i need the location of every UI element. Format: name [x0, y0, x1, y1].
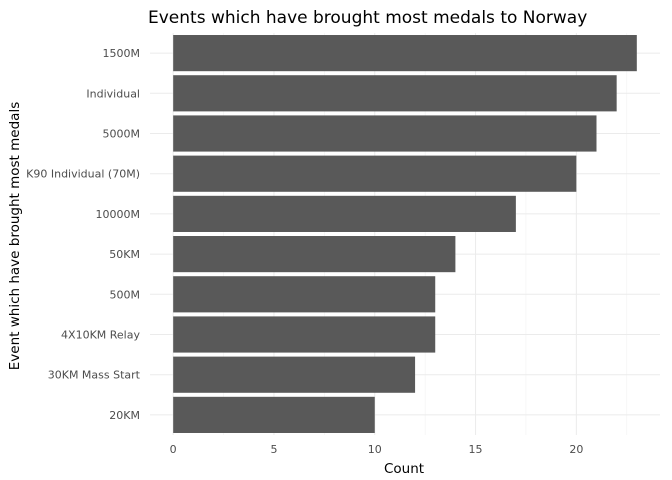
bar-5000m — [173, 115, 597, 152]
bar-1500m — [173, 35, 637, 72]
bar-20km — [173, 396, 375, 433]
y-tick-label: 1500M — [103, 47, 141, 60]
bar-50km — [173, 236, 456, 273]
y-tick-label: 5000M — [103, 128, 141, 141]
x-tick-label: 10 — [368, 443, 382, 456]
y-tick-label: Individual — [86, 87, 140, 100]
y-tick-label: 10000M — [96, 208, 140, 221]
x-tick-label: 15 — [469, 443, 483, 456]
x-tick-label: 20 — [569, 443, 583, 456]
x-axis-title: Count — [384, 461, 424, 477]
tick-labels: 0 5 10 15 20 1500M Individual 5000M K90 Individu… — [26, 47, 583, 456]
x-tick-label: 0 — [170, 443, 177, 456]
y-tick-label: K90 Individual (70M) — [26, 168, 140, 181]
y-tick-label: 500M — [110, 288, 141, 301]
chart-title: Events which have brought most medals to… — [148, 8, 587, 28]
y-tick-label: 30KM Mass Start — [48, 369, 141, 382]
bar-4x10km-relay — [173, 316, 436, 353]
y-tick-label: 4X10KM Relay — [61, 329, 140, 342]
bar-30km-mass-start — [173, 356, 416, 393]
bar-10000m — [173, 195, 516, 232]
bars — [173, 35, 637, 433]
bar-500m — [173, 276, 436, 313]
bar-k90-individual-70m- — [173, 155, 577, 192]
x-tick-label: 5 — [270, 443, 277, 456]
y-axis-title: Event which have brought most medals — [7, 102, 23, 370]
y-tick-label: 20KM — [109, 409, 140, 422]
y-tick-label: 50KM — [109, 248, 140, 261]
bar-individual — [173, 75, 617, 112]
